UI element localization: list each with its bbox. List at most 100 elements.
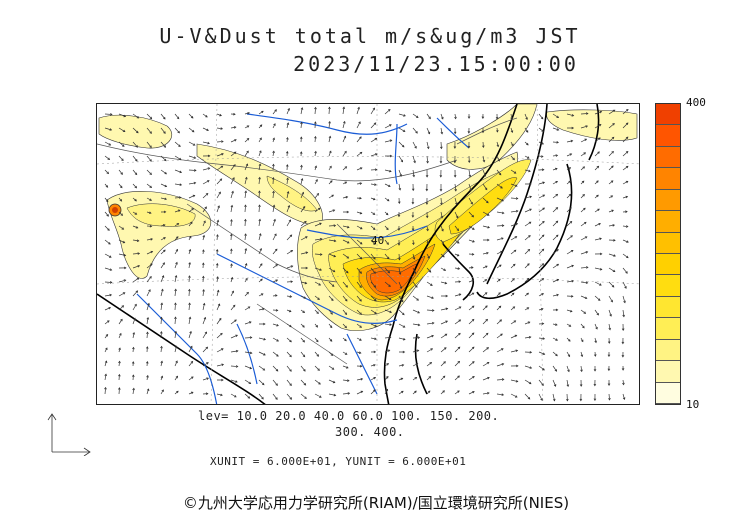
wind-arrow: [552, 181, 558, 185]
wind-arrow-head: [555, 181, 558, 184]
wind-arrow-head: [221, 348, 224, 351]
wind-arrow: [202, 317, 206, 325]
wind-arrow: [356, 295, 362, 302]
wind-arrow-head: [581, 180, 585, 184]
wind-arrow: [454, 225, 459, 231]
wind-arrow: [174, 376, 178, 381]
wind-arrow: [370, 364, 376, 367]
wind-arrow: [468, 279, 474, 283]
wind-arrow-head: [626, 240, 629, 243]
wind-arrow-head: [149, 116, 153, 120]
wind-arrow-head: [425, 175, 429, 178]
color-scale-band: [656, 275, 680, 297]
wind-arrow: [370, 153, 378, 157]
wind-arrow-head: [467, 116, 471, 119]
wind-arrow: [104, 320, 110, 325]
wind-arrow-head: [106, 171, 110, 175]
wind-arrow-head: [164, 184, 168, 188]
wind-arrow: [244, 150, 249, 157]
wind-arrow-head: [133, 317, 136, 321]
wind-arrow-head: [246, 137, 250, 141]
wind-arrow: [398, 113, 406, 117]
wind-arrow-head: [585, 251, 589, 254]
wind-arrow: [538, 379, 544, 386]
wind-arrow-head: [569, 220, 573, 224]
wind-arrow: [272, 264, 278, 269]
wind-arrow-head: [541, 129, 544, 132]
wind-arrow-head: [453, 131, 457, 135]
wind-arrow: [118, 127, 126, 132]
wind-arrow: [174, 236, 179, 241]
wind-arrow: [594, 208, 600, 213]
wind-arrow-head: [487, 238, 490, 242]
wind-arrow: [496, 292, 501, 297]
wind-arrow-head: [374, 311, 377, 315]
wind-arrow-head: [612, 269, 616, 273]
wind-arrow-head: [131, 361, 135, 364]
wind-arrow-head: [331, 298, 334, 301]
wind-arrow-head: [444, 347, 447, 350]
wind-arrow-head: [541, 263, 545, 266]
wind-arrow-head: [570, 235, 573, 238]
wind-arrow-head: [500, 333, 503, 337]
color-scale-band: [656, 254, 680, 276]
wind-arrow: [118, 333, 122, 339]
wind-arrow-head: [359, 271, 362, 274]
wind-arrow-head: [387, 108, 391, 112]
copyright-notice: ©九州大学応用力学研究所(RIAM)/国立環境研究所(NIES): [182, 494, 570, 512]
wind-arrow: [342, 107, 345, 115]
wind-arrow-head: [259, 124, 263, 127]
wind-arrow: [482, 183, 488, 190]
wind-arrow-head: [177, 209, 181, 212]
wind-arrow: [412, 295, 419, 301]
wind-arrow: [440, 239, 444, 244]
wind-arrow-head: [345, 285, 348, 288]
wind-arrow-head: [526, 307, 530, 310]
wind-arrow: [160, 303, 163, 311]
wind-arrow-head: [231, 190, 234, 194]
wind-arrow: [370, 309, 377, 315]
wind-arrow-head: [119, 332, 122, 336]
wind-arrow-head: [481, 116, 485, 119]
wind-arrow-head: [136, 277, 140, 281]
wind-arrow-head: [516, 364, 519, 368]
wind-arrow-head: [597, 298, 601, 301]
wind-arrow-head: [261, 382, 265, 386]
wind-arrow: [538, 182, 545, 185]
wind-arrow-head: [471, 318, 475, 322]
wind-arrow: [370, 337, 377, 340]
wind-arrow-head: [621, 328, 625, 331]
wind-arrow-head: [135, 290, 139, 293]
wind-arrow: [622, 239, 629, 243]
wind-arrow: [230, 304, 236, 311]
wind-arrow-head: [305, 266, 309, 270]
wind-arrow: [342, 225, 350, 228]
wind-arrow: [118, 347, 121, 353]
wind-arrow: [370, 183, 377, 186]
wind-arrow: [258, 150, 262, 157]
wind-arrow-head: [160, 375, 164, 379]
wind-arrow-head: [216, 219, 220, 223]
wind-arrow: [580, 152, 586, 157]
wind-arrow: [314, 222, 322, 227]
wind-arrow: [370, 389, 376, 395]
wind-arrow-head: [412, 174, 416, 178]
wind-arrow-head: [431, 334, 434, 338]
wind-arrow-head: [248, 321, 252, 324]
wind-arrow: [272, 365, 279, 372]
wind-arrow: [622, 196, 628, 199]
wind-arrow: [188, 361, 193, 367]
wind-arrow: [244, 205, 246, 213]
wind-arrow: [244, 263, 247, 269]
wind-arrow: [426, 127, 430, 134]
wind-arrow: [496, 237, 504, 241]
wind-arrow: [300, 236, 308, 241]
wind-arrow-head: [487, 391, 490, 395]
wind-arrow: [440, 333, 447, 339]
map-canvas: 40: [97, 104, 639, 404]
wind-arrow-head: [206, 128, 209, 132]
color-scale-band: [656, 232, 680, 254]
wind-arrow-head: [472, 376, 475, 379]
wind-arrow-head: [385, 212, 389, 216]
wind-arrow: [622, 267, 628, 274]
